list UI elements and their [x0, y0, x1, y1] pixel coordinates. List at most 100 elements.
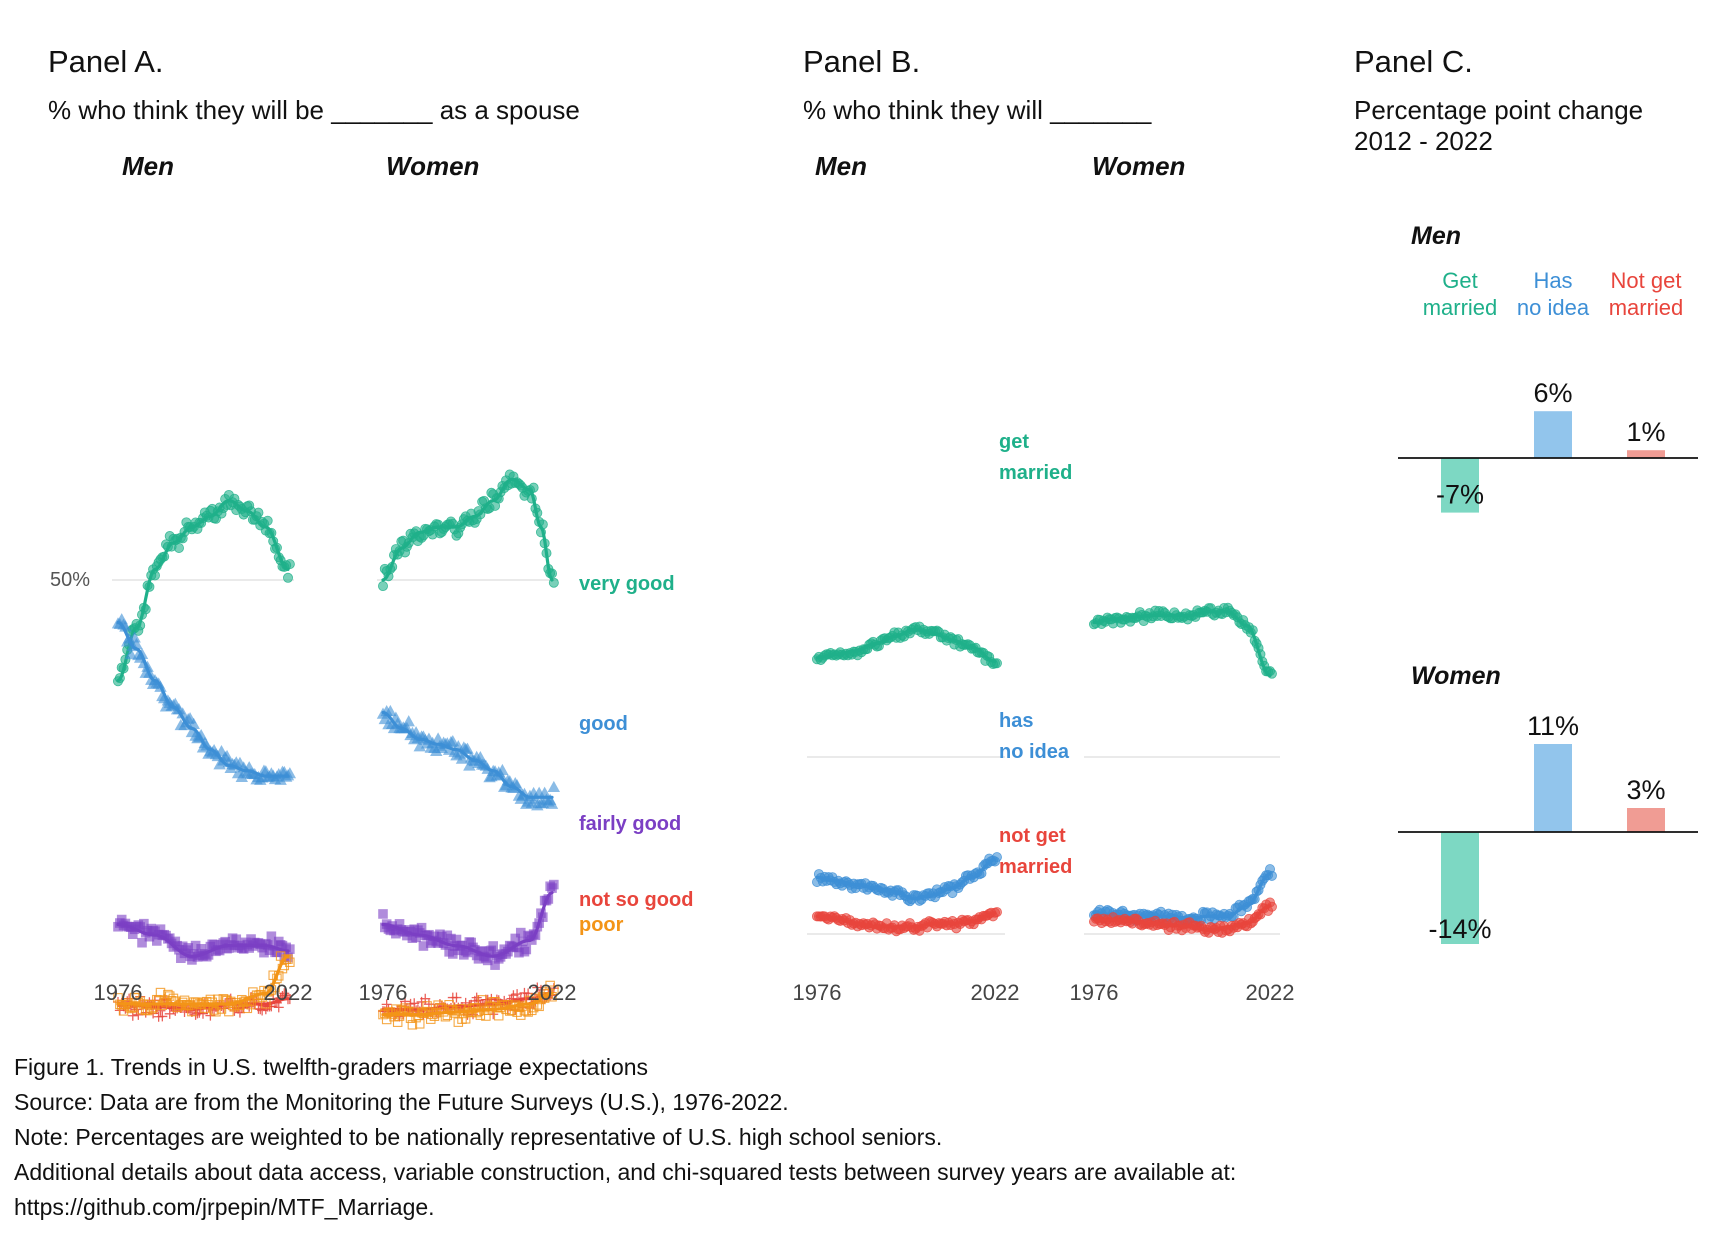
not_so_good-label: not so good	[579, 889, 693, 911]
good-point	[413, 740, 426, 752]
good-point	[538, 786, 551, 798]
poor-point	[285, 957, 295, 967]
fairly_good-point	[514, 947, 524, 958]
category-label: Get	[1442, 268, 1477, 293]
fairly_good-point	[482, 955, 493, 966]
not_married-trend-line	[1092, 904, 1272, 933]
very_good-point	[262, 515, 273, 526]
not_married-label-line2: married	[999, 856, 1072, 878]
panel-b-subtitle: % who think they will _______	[803, 95, 1152, 125]
panel-b-men-label: Men	[815, 151, 867, 181]
bar-value-label: 6%	[1533, 378, 1572, 408]
panel-a-heading: Panel A.	[48, 44, 163, 79]
fairly_good-point	[510, 933, 521, 944]
fairly_good-point	[214, 945, 225, 956]
caption-line-1: Figure 1. Trends in U.S. twelfth-graders…	[14, 1054, 649, 1080]
very_good-label: very good	[579, 573, 675, 595]
not_so_good-point	[409, 998, 420, 1009]
poor-point	[414, 1019, 425, 1029]
good-point	[402, 715, 415, 727]
panel-a-men-label: Men	[122, 151, 174, 181]
good-point	[194, 729, 208, 741]
fairly_good-point	[183, 943, 194, 953]
poor-point	[207, 997, 217, 1008]
panel-c-subtitle-line1: Percentage point change	[1354, 95, 1643, 125]
good-point	[446, 735, 460, 747]
good-trend-line	[381, 710, 554, 799]
x-tick-label: 2022	[971, 980, 1020, 1005]
no_idea-label-line1: has	[999, 710, 1033, 732]
poor-point	[392, 1017, 403, 1027]
good-point	[496, 763, 509, 776]
good-point	[220, 749, 234, 762]
poor-point	[521, 1006, 532, 1016]
poor-point	[477, 995, 487, 1005]
poor-label: poor	[579, 914, 624, 936]
fairly_good-point	[139, 918, 149, 929]
good-point	[455, 752, 469, 764]
fairly_good-point	[416, 922, 427, 933]
not_so_good-point	[512, 989, 523, 1000]
bar	[1627, 808, 1665, 832]
fairly_good-point	[446, 933, 456, 944]
figure-caption: Figure 1. Trends in U.S. twelfth-graders…	[14, 1050, 1714, 1225]
poor-point	[264, 985, 275, 996]
fairly_good-point	[451, 934, 462, 945]
x-tick-label: 2022	[528, 980, 577, 1005]
panel-a-women-label: Women	[386, 151, 479, 181]
very_good-point	[253, 507, 264, 518]
good-point	[547, 780, 561, 793]
panel-c-subtitle-line2: 2012 - 2022	[1354, 126, 1493, 156]
no_idea-label-line2: no idea	[999, 741, 1070, 763]
fairly_good-point	[490, 960, 500, 970]
good-point	[124, 648, 138, 660]
fairly_good-point	[433, 938, 443, 948]
good-point	[461, 742, 474, 754]
fairly_good-point	[448, 949, 458, 959]
category-label: Has	[1533, 268, 1572, 293]
not_married-trend-line	[815, 911, 997, 929]
panel-c-group-men: -7% 6% 1%	[1398, 378, 1698, 513]
bar-value-label: -14%	[1428, 914, 1491, 944]
very_good-trend-line	[381, 477, 554, 582]
fairly_good-point	[477, 946, 487, 956]
not_so_good-point	[279, 988, 290, 999]
poor-point	[460, 1014, 471, 1024]
fairly_good-point	[259, 947, 269, 958]
bar	[1441, 458, 1479, 513]
fairly_good-point	[196, 944, 206, 954]
no_idea-trend-line	[815, 858, 997, 901]
panel-a-ref-label: 50%	[50, 569, 90, 591]
panel-b-facet-women: 1976 2022	[1070, 602, 1295, 1005]
x-tick-label: 2022	[1246, 980, 1295, 1005]
category-label: married	[1423, 295, 1498, 320]
fairly_good-point	[488, 941, 499, 951]
not_so_good-point	[157, 1011, 168, 1022]
not_so_good-point	[273, 1002, 284, 1013]
fairly_good-point	[127, 929, 138, 939]
not_so_good-point	[451, 992, 462, 1003]
panel-b-women-label: Women	[1092, 151, 1185, 181]
fairly_good-point	[538, 912, 548, 922]
panel-a-facet-women: 1976 2022	[359, 469, 577, 1030]
fairly_good-point	[220, 936, 230, 947]
panel-c-men-label: Men	[1411, 222, 1461, 250]
poor-point	[549, 985, 559, 995]
fairly_good-point	[176, 953, 186, 964]
fairly_good-point	[521, 944, 532, 955]
panel-b-heading: Panel B.	[803, 44, 920, 79]
category-label: married	[1609, 295, 1684, 320]
fairly_good-point	[515, 927, 526, 938]
fairly_good-point	[462, 947, 473, 958]
panel-a-plot: 1976 2022 1976 2022 very good good fairly good…	[94, 469, 693, 1030]
x-tick-label: 1976	[359, 980, 408, 1005]
poor-point	[187, 1006, 197, 1017]
fairly_good-point	[418, 941, 429, 951]
fairly_good-point	[424, 929, 434, 940]
fairly_good-point	[512, 942, 522, 953]
not_so_good-point	[471, 992, 482, 1003]
bar	[1441, 832, 1479, 944]
good-point	[187, 717, 200, 729]
